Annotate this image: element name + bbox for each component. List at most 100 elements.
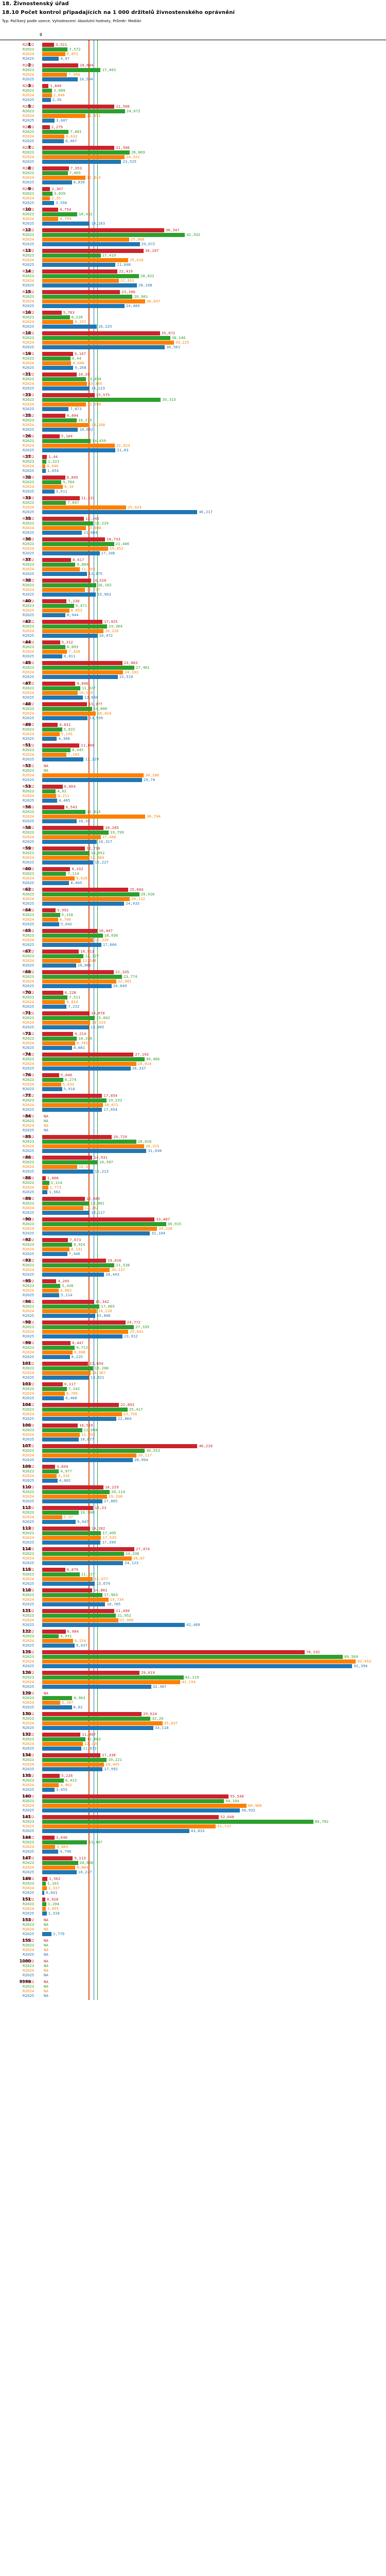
bar-row: R2024 17,446 (0, 835, 386, 839)
bar-value-label: 36,347 (165, 228, 180, 232)
group-id-label: 125 (22, 1650, 31, 1654)
bar-r2022 (42, 42, 54, 47)
bar-row: R2023 6,274 (0, 1077, 386, 1082)
bar-row: R2025 9,268 (0, 365, 386, 370)
bar-value-label: 5,145 (61, 732, 73, 736)
bar-value-label: 6,705 (66, 1391, 78, 1396)
bar-row: R2023 28,822 (0, 274, 386, 278)
bar-row: R2024 60,906 (0, 1803, 386, 1808)
bar-row: R2023 1,204 (0, 1902, 386, 1906)
bar-row: R2025 18,785 (0, 1602, 386, 1606)
bar-row: R2024 5,97 (0, 1515, 386, 1519)
bar-value-label: 19,364 (109, 624, 122, 629)
bar-value-label: 30,553 (146, 1448, 160, 1453)
series-label-r2024: R2024 (23, 134, 34, 139)
bar-row: R2024 13,305 (0, 381, 386, 386)
series-label-r2023: R2023 (23, 1737, 34, 1741)
bar-value-label: 93,453 (357, 1659, 372, 1664)
series-label-r2025: R2025 (23, 324, 34, 329)
bar-value-label: 10,227 (78, 1870, 92, 1874)
bar-row: R2022 21,499 (0, 1608, 386, 1613)
bar-r2023 (42, 1283, 61, 1288)
bar-r2023 (42, 1325, 134, 1329)
bar-r2022 (42, 290, 120, 294)
bar-r2023 (42, 232, 185, 237)
series-label-r2023: R2023 (23, 1139, 34, 1144)
group-id-label: 23 (25, 393, 31, 397)
series-label-r2023: R2023 (23, 1263, 34, 1267)
bar-row: R2024 18,445 (0, 1762, 386, 1767)
bar-row: R2023 17,065 (0, 1304, 386, 1309)
bar-value-label: 26,069 (131, 150, 145, 155)
series-label-r2022: R2022 (23, 825, 34, 830)
bar-row: R2025 2,56 (0, 97, 386, 102)
bar-row: R2023 5,704 (0, 480, 386, 484)
chart-group: 40 R2022 7,238 R2023 9,471 R2024 8,053 R2025 6,9… (0, 599, 386, 617)
group-id-label: 19 (25, 351, 31, 356)
bar-value-label: 8,648 (73, 361, 84, 365)
series-label-r2023: R2023 (23, 1819, 34, 1824)
bar-r2024 (42, 113, 85, 118)
group-id-label: 65 (25, 928, 31, 933)
bar-row: R2024 9,154 (0, 1638, 386, 1643)
group-id-label: 132 (22, 1732, 31, 1737)
bar-row: R2024 6,16 (0, 484, 386, 489)
bar-r2025 (42, 1458, 133, 1462)
bar-value-label: 10,877 (80, 1437, 94, 1442)
chart-group: 88 R2022 1,008 R2023 2,114 R2024 1,773 R2025 1,5… (0, 1176, 386, 1194)
series-label-r2025: R2025 (23, 97, 34, 102)
bar-value-label: 15,806 (97, 1313, 111, 1318)
chart-group: 26 R2022 5,184 R2023 14,459 R2024 21,624 R2025 2… (0, 434, 386, 452)
bar-r2022 (42, 1155, 93, 1160)
series-label-r2023: R2023 (23, 1922, 34, 1927)
series-label-r2024: R2024 (23, 587, 34, 592)
series-label-r2023: R2023 (23, 67, 34, 72)
bar-value-label: 32,26 (152, 1716, 164, 1721)
series-label-r2024: R2024 (23, 237, 34, 242)
series-label-r2025: R2025 (23, 1602, 34, 1606)
bar-row: R2022 NA (0, 764, 386, 768)
series-label-r2025: R2025 (23, 180, 34, 184)
bar-r2022 (42, 1176, 46, 1180)
bar-row: R2023 NA (0, 1943, 386, 1947)
bar-row: R2022 46,218 (0, 1444, 386, 1448)
group-id-label: 62 (25, 887, 31, 892)
bar-value-label: 21,406 (115, 541, 130, 546)
series-label-r2024: R2024 (23, 1844, 34, 1849)
bar-value-label: 2,56 (52, 97, 62, 102)
bar-row: R2022 24,772 (0, 1320, 386, 1325)
bar-row: R2022 12,716 (0, 846, 386, 851)
bar-row: R2023 19,799 (0, 830, 386, 835)
bar-row: R2023 12,327 (0, 954, 386, 958)
bar-value-label: 12,442 (85, 516, 99, 521)
bar-row: R2022 7,238 (0, 599, 386, 603)
bar-r2022 (42, 1134, 112, 1139)
bar-row: R2023 13,981 (0, 1201, 386, 1206)
bar-value-label: 24,489 (126, 303, 140, 308)
group-id-label: 1 (28, 42, 31, 47)
group-id-label: 110 (22, 1485, 31, 1489)
series-label-r2023: R2023 (23, 1860, 34, 1865)
bar-value-label: 18,229 (104, 1485, 119, 1489)
bar-row: R2024 12,852 (0, 113, 386, 118)
series-label-r2025: R2025 (23, 1478, 34, 1483)
bar-value-label: 25,641 (130, 1329, 144, 1334)
bar-value-label: 7,673 (69, 1238, 81, 1242)
series-label-r2024: R2024 (23, 1432, 34, 1437)
bar-row: R2025 10,227 (0, 1870, 386, 1874)
bar-value-label: 6,845 (66, 475, 78, 480)
bar-row: R2024 7,193 (0, 752, 386, 757)
bar-row: R2025 5,114 (0, 1293, 386, 1297)
bar-row: R2024 19,338 (0, 1494, 386, 1499)
bar-r2024 (42, 835, 101, 839)
group-id-label: 60 (25, 867, 31, 871)
group-id-label: 10 (25, 207, 31, 212)
bar-row: R2025 10,652 (0, 427, 386, 432)
bar-value-label: 9,765 (76, 1041, 88, 1045)
series-label-r2025: R2025 (23, 1025, 34, 1029)
bar-r2023 (42, 1160, 98, 1164)
bar-r2024 (42, 443, 115, 448)
bar-row: R2023 8,226 (0, 315, 386, 319)
bar-r2023 (42, 1469, 59, 1473)
bar-row: R2022 78,192 (0, 1650, 386, 1654)
